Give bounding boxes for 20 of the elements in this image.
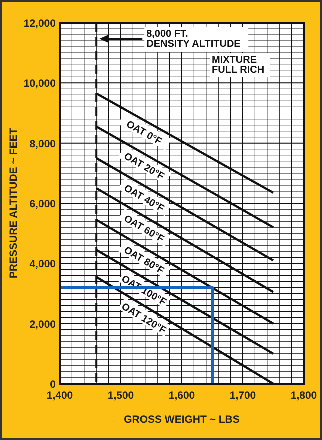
y-tick-label: 12,000 [24, 18, 56, 30]
text: OAT 0°F [124, 119, 164, 148]
x-tick-label: 1,600 [168, 390, 196, 402]
annotation: MIXTURE FULL RICH [212, 55, 265, 76]
y-axis-title: PRESSURE ALTITUDE ~ FEET [8, 128, 20, 279]
y-tick-label: 4,000 [30, 258, 56, 271]
y-tick-label: 0 [50, 379, 56, 391]
y-tick-label: 10,000 [24, 78, 56, 90]
y-tick-label: 8,000 [30, 138, 56, 150]
text: OAT 40°F [122, 183, 166, 215]
x-axis-title: GROSS WEIGHT ~ LBS [124, 414, 240, 426]
y-tick-label: 6,000 [30, 198, 56, 210]
y-tick-label: 2,000 [30, 318, 56, 331]
x-tick-label: 1,500 [108, 390, 134, 402]
text: OAT 20°F [122, 151, 166, 183]
x-tick-label: 1,800 [290, 390, 318, 402]
text: OAT 60°F [122, 214, 166, 246]
ref-line-label: 8,000 FT. DENSITY ALTITUDE [146, 29, 242, 50]
x-tick-label: 1,700 [230, 390, 256, 402]
x-tick-label: 1,400 [46, 390, 74, 402]
